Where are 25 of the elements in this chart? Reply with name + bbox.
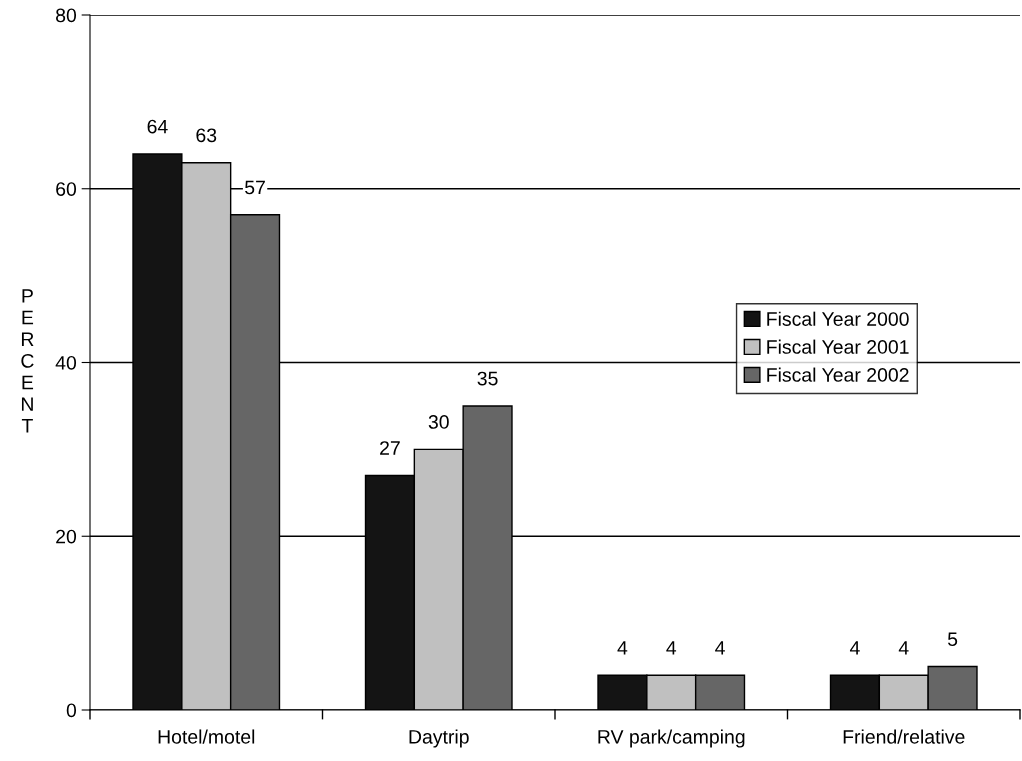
x-tick-label: Friend/relative xyxy=(843,729,965,744)
data-label: 57 xyxy=(245,180,265,195)
data-label: 5 xyxy=(947,632,958,647)
x-tick-label: RV park/camping xyxy=(598,729,745,748)
x-tick-label: Daytrip xyxy=(409,729,469,748)
legend-label: Fiscal Year 2001 xyxy=(767,339,909,354)
data-label: 4 xyxy=(715,641,725,655)
data-label: 35 xyxy=(477,371,498,386)
y-tick-label: 60 xyxy=(56,182,77,196)
data-label: 30 xyxy=(428,415,449,429)
legend-label: Fiscal Year 2000 xyxy=(767,311,909,326)
y-tick-label: 40 xyxy=(55,355,77,370)
data-label: 63 xyxy=(196,128,217,143)
data-label: 27 xyxy=(380,441,400,455)
y-tick-label: 20 xyxy=(56,529,77,544)
y-tick-label: 80 xyxy=(56,8,77,23)
legend-label: Fiscal Year 2002 xyxy=(767,367,909,382)
x-tick-label: Hotel/motel xyxy=(158,729,255,744)
data-label: 4 xyxy=(898,641,909,655)
data-label: 4 xyxy=(666,641,677,655)
data-label: 4 xyxy=(849,641,860,655)
y-axis-title: PERCENT xyxy=(21,289,34,433)
data-label: 4 xyxy=(617,641,628,655)
data-label: 64 xyxy=(147,119,168,134)
y-tick-label: 0 xyxy=(66,703,77,718)
